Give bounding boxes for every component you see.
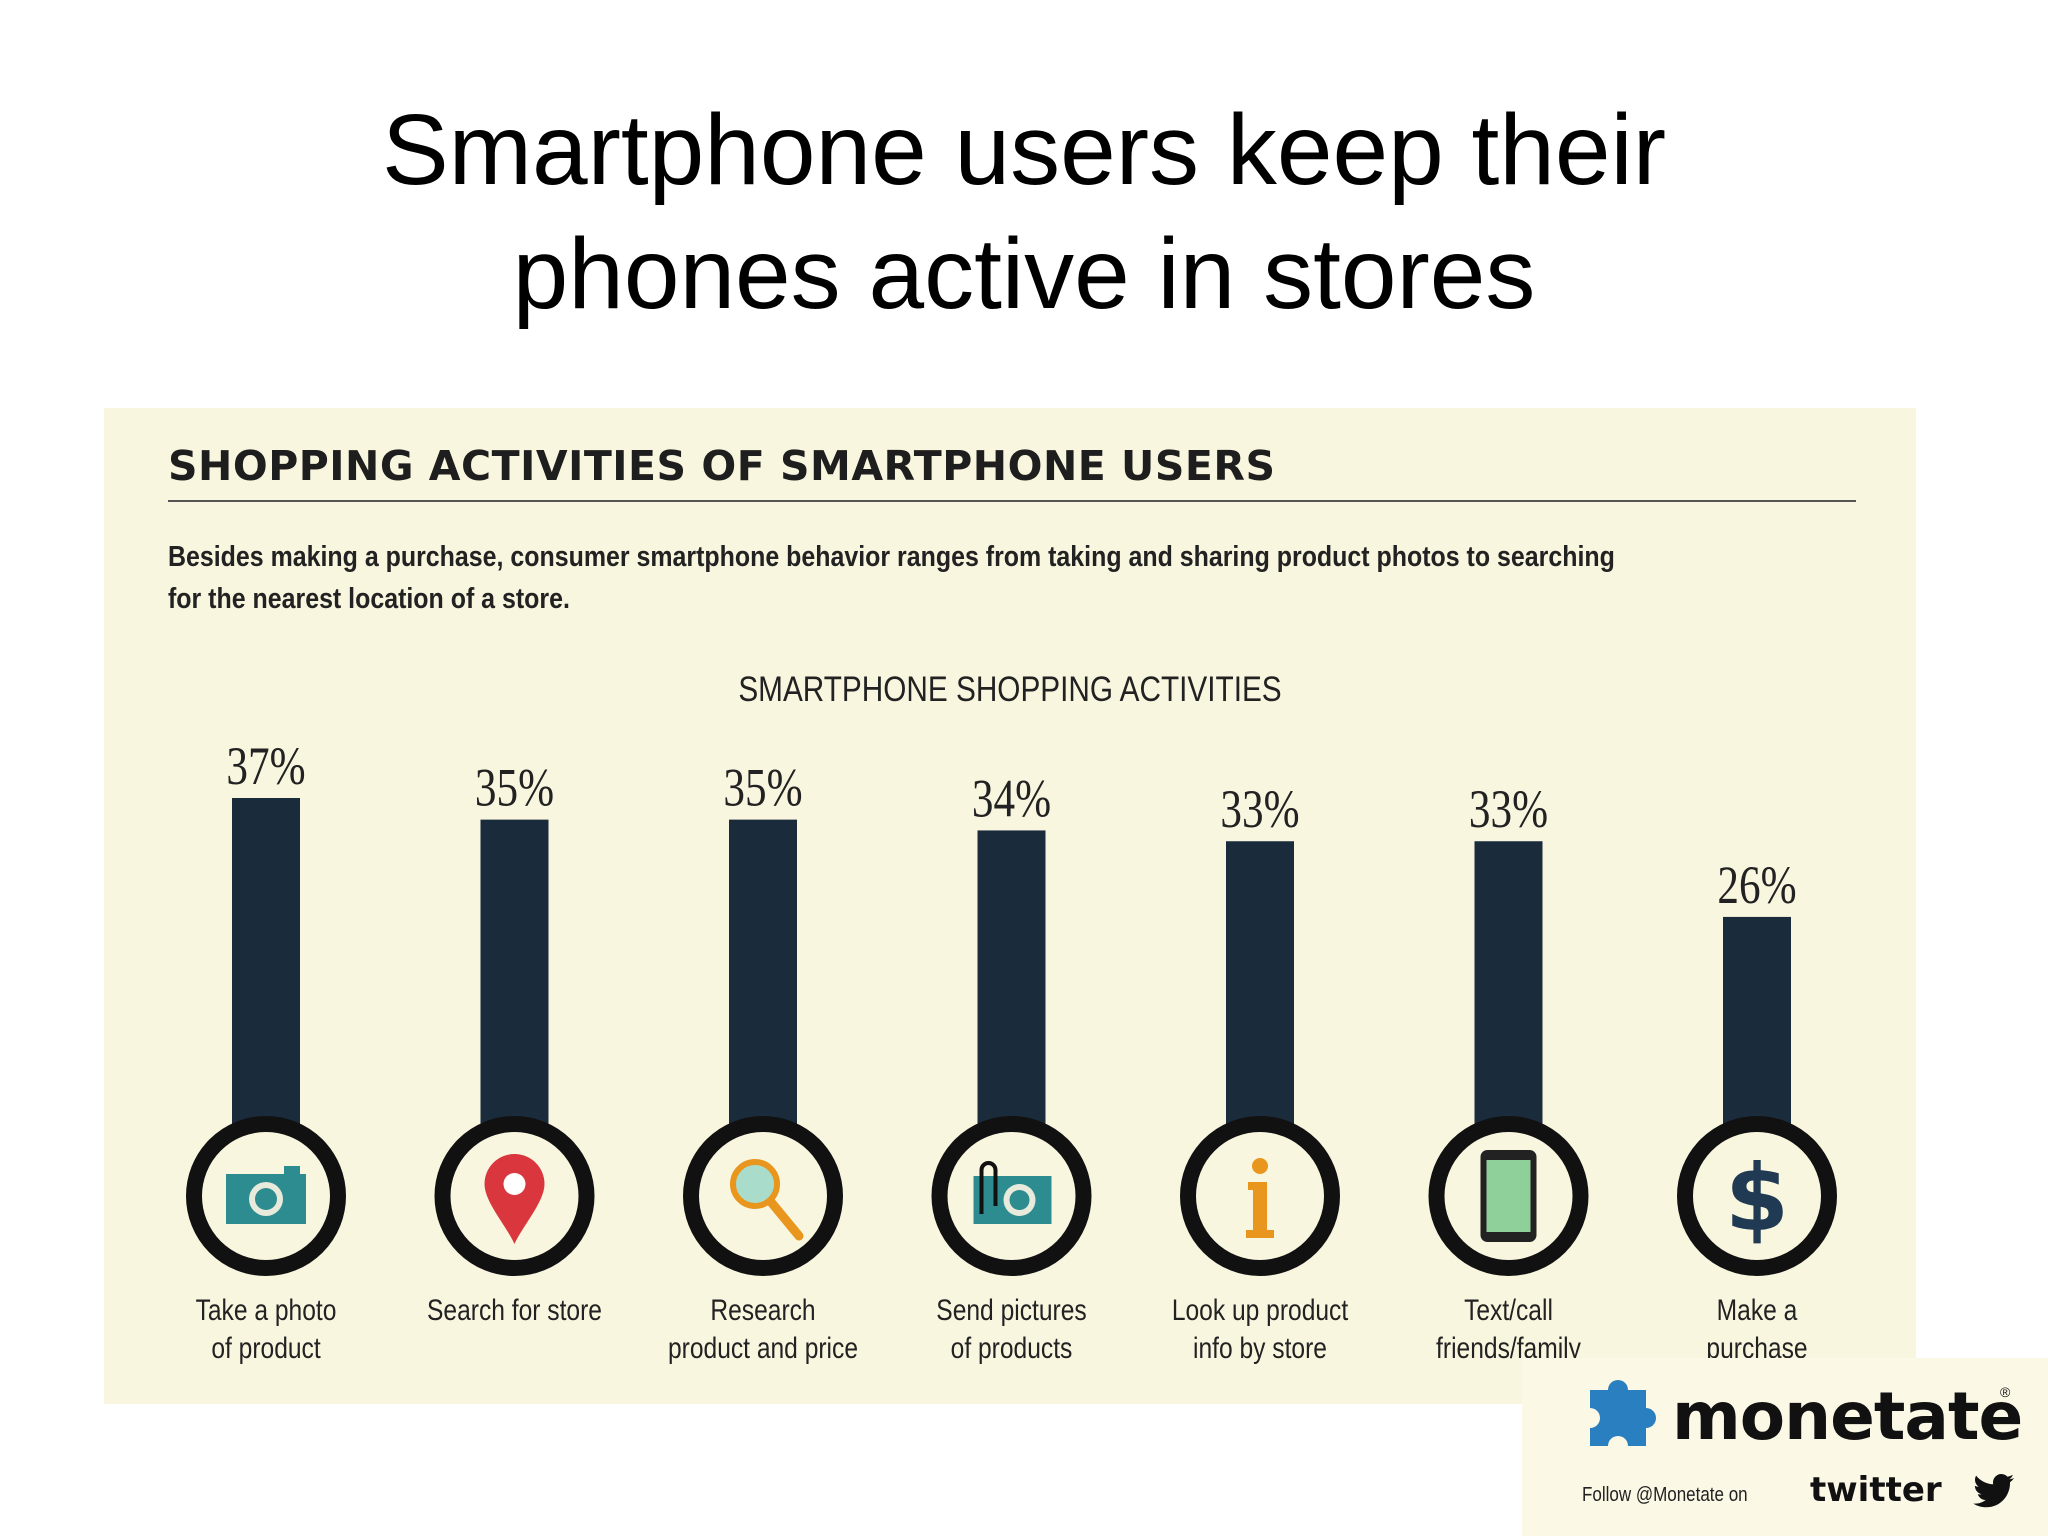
category-label: product and price xyxy=(668,1331,858,1365)
chart-title: SMARTPHONE SHOPPING ACTIVITIES xyxy=(738,670,1282,709)
bar-group: 37% Take a photo of product xyxy=(186,735,346,1365)
twitter-bird-icon xyxy=(1973,1474,2014,1508)
value-label: 35% xyxy=(723,757,802,818)
slide-title-line-1: Smartphone users keep their xyxy=(381,94,1667,206)
value-label: 26% xyxy=(1717,854,1796,915)
bar-group: 34% Send pictures of products xyxy=(931,768,1092,1365)
category-label: of products xyxy=(951,1331,1073,1365)
value-label: 33% xyxy=(1220,779,1299,840)
category-label: Text/call xyxy=(1464,1293,1553,1327)
photo-clip-icon xyxy=(973,1161,1052,1224)
twitter-wordmark: twitter xyxy=(1810,1470,1942,1510)
category-label: Research xyxy=(710,1293,815,1327)
slide-title: Smartphone users keep their phones activ… xyxy=(0,88,2048,336)
slide-title-line-2: phones active in stores xyxy=(512,218,1536,330)
infographic-heading: SHOPPING ACTIVITIES OF SMARTPHONE USERS xyxy=(168,442,1276,490)
camera-icon xyxy=(226,1166,306,1224)
follow-text: Follow @Monetate on xyxy=(1582,1484,1748,1506)
registered-mark: ® xyxy=(2000,1384,2011,1400)
bar-group: 33% Look up product info by store xyxy=(1172,779,1349,1365)
svg-text:$: $ xyxy=(1725,1145,1789,1252)
value-label: 33% xyxy=(1469,779,1548,840)
dollar-icon: $ xyxy=(1725,1145,1789,1252)
category-label: of product xyxy=(211,1331,321,1365)
logo-wordmark: monetate xyxy=(1672,1378,2023,1455)
bar-group: 35% Research product and price xyxy=(668,757,858,1365)
bar-chart: 37% Take a photo of product 35% Search for s… xyxy=(186,735,1837,1365)
value-label: 34% xyxy=(972,768,1051,829)
phone-icon xyxy=(1480,1150,1537,1242)
map-pin-icon xyxy=(484,1154,545,1244)
category-label: Make a xyxy=(1717,1293,1798,1327)
bar-group: 35% Search for store xyxy=(427,757,602,1327)
category-label: info by store xyxy=(1193,1331,1327,1365)
puzzle-piece-icon xyxy=(1590,1380,1656,1446)
category-label: Look up product xyxy=(1172,1293,1349,1327)
infographic-description: Besides making a purchase, consumer smar… xyxy=(168,541,1615,615)
monetate-logo: monetate ® Follow @Monetate on twitter xyxy=(1522,1358,2048,1536)
icon-ring xyxy=(1677,1116,1837,1276)
heading-divider xyxy=(168,500,1856,502)
category-label: Take a photo xyxy=(196,1293,337,1327)
category-label: Send pictures xyxy=(936,1293,1086,1327)
category-label: Search for store xyxy=(427,1293,602,1327)
infographic-panel: SHOPPING ACTIVITIES OF SMARTPHONE USERS … xyxy=(104,408,1916,1404)
info-icon xyxy=(1246,1158,1274,1238)
magnifier-icon xyxy=(730,1159,804,1241)
value-label: 35% xyxy=(475,757,554,818)
value-label: 37% xyxy=(226,735,305,796)
